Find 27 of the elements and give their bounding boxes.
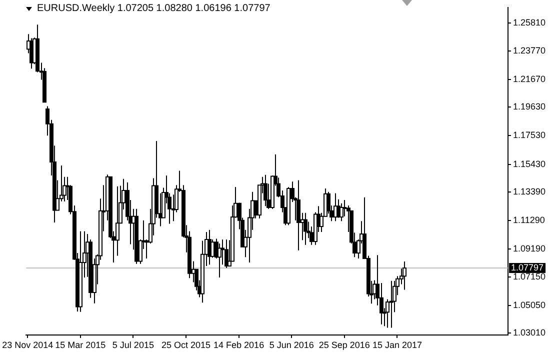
y-tick-label: 1.19630 — [513, 102, 546, 112]
y-tick-label: 1.25810 — [513, 18, 546, 28]
y-tick-label: 1.13390 — [513, 186, 546, 196]
y-tick-label: 1.05050 — [513, 300, 546, 310]
x-tick-label: 15 Jan 2017 — [372, 340, 422, 350]
candlestick — [372, 280, 376, 300]
x-tick-label: 5 Jul 2015 — [112, 340, 154, 350]
x-tick-label: 15 Mar 2015 — [55, 340, 106, 350]
x-tick-label: 14 Feb 2016 — [214, 340, 264, 350]
candlestick — [402, 260, 406, 290]
ref-line-label: 1.07797 — [511, 262, 544, 273]
y-tick-label: 1.17530 — [513, 130, 546, 140]
y-tick-label: 1.15430 — [513, 158, 546, 169]
y-tick-label: 1.03010 — [513, 328, 546, 338]
y-tick-label: 1.23770 — [513, 45, 546, 56]
x-tick-label: 5 Jun 2016 — [269, 340, 314, 350]
x-tick-label: 25 Oct 2015 — [161, 340, 211, 350]
x-tick-label: 25 Sep 2016 — [318, 340, 370, 350]
candlestick — [78, 230, 82, 312]
x-tick-label: 23 Nov 2014 — [2, 340, 54, 350]
candlestick — [218, 243, 222, 278]
chart-title: EURUSD.Weekly 1.07205 1.08280 1.06196 1.07797 — [37, 3, 270, 14]
y-tick-label: 1.11290 — [513, 215, 545, 226]
candlestick — [334, 192, 338, 222]
y-tick-label: 1.09190 — [513, 244, 546, 254]
y-tick-label: 1.21670 — [513, 74, 546, 84]
y-tick-label: 1.07150 — [513, 271, 546, 282]
